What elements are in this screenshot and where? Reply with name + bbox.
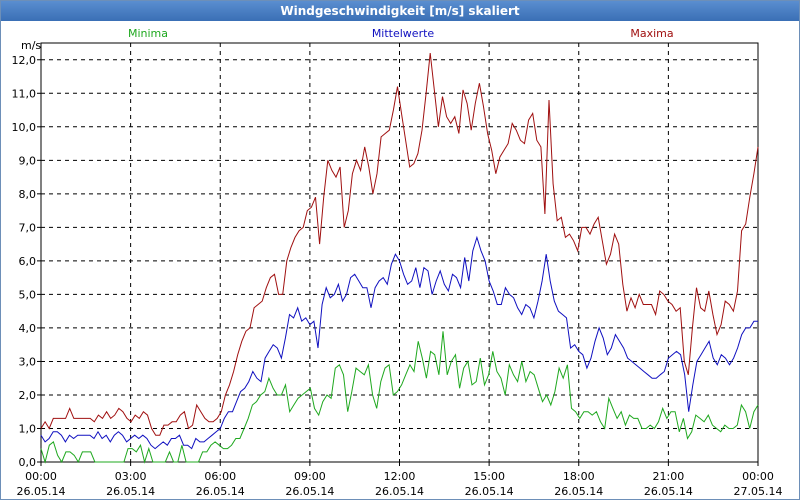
y-tick-label: 6,0: [19, 255, 37, 268]
y-tick-label: 0,0: [19, 456, 37, 469]
x-tick-date: 26.05.14: [285, 485, 334, 498]
x-tick-date: 26.05.14: [106, 485, 155, 498]
x-tick-time: 09:00: [294, 470, 326, 483]
x-tick-time: 03:00: [115, 470, 147, 483]
x-tick-time: 15:00: [473, 470, 505, 483]
legend-mittelwerte: Mittelwerte: [372, 27, 435, 40]
y-tick-label: 1,0: [19, 422, 37, 435]
x-tick-date: 26.05.14: [375, 485, 424, 498]
grid: [41, 43, 758, 462]
x-tick-date: 26.05.14: [465, 485, 514, 498]
y-tick-label: 4,0: [19, 322, 37, 335]
x-tick-time: 12:00: [384, 470, 416, 483]
window-title: Windgeschwindigkeit [m/s] skaliert: [1, 1, 799, 21]
x-tick-time: 18:00: [563, 470, 595, 483]
x-tick-date: 27.05.14: [734, 485, 783, 498]
x-axis: 00:00 26.05.14 03:00 26.05.14 06:00 26.05.14 0…: [17, 462, 783, 498]
series-line-maxima: [40, 53, 759, 436]
series-line-mittelwerte: [40, 235, 758, 450]
y-tick-label: 7,0: [19, 221, 37, 234]
y-tick-label: 2,0: [19, 389, 37, 402]
series-group: [40, 53, 759, 464]
y-axis-label: m/s: [21, 39, 41, 52]
x-tick-date: 26.05.14: [554, 485, 603, 498]
x-tick-date: 26.05.14: [17, 485, 66, 498]
y-tick-label: 12,0: [12, 54, 37, 67]
legend-maxima: Maxima: [630, 27, 673, 40]
y-tick-label: 9,0: [19, 154, 37, 167]
legend-minima: Minima: [128, 27, 168, 40]
legend: Minima Mittelwerte Maxima: [128, 27, 674, 40]
y-tick-label: 10,0: [12, 121, 37, 134]
series-line-minima: [40, 331, 759, 464]
y-tick-label: 11,0: [12, 87, 37, 100]
x-tick-date: 26.05.14: [196, 485, 245, 498]
x-tick-time: 21:00: [653, 470, 685, 483]
y-tick-label: 3,0: [19, 355, 37, 368]
y-tick-label: 8,0: [19, 188, 37, 201]
x-tick-time: 00:00: [25, 470, 57, 483]
line-chart: 0,0 1,0 2,0 3,0 4,0 5,0 6,0 7,0 8,0 9,0 10,0 11,0 12…: [12, 27, 783, 498]
x-tick-time: 00:00: [742, 470, 774, 483]
y-tick-label: 5,0: [19, 288, 37, 301]
x-tick-date: 26.05.14: [644, 485, 693, 498]
x-tick-time: 06:00: [204, 470, 236, 483]
y-axis: 0,0 1,0 2,0 3,0 4,0 5,0 6,0 7,0 8,0 9,0 10,0 11,0 12…: [12, 54, 41, 469]
